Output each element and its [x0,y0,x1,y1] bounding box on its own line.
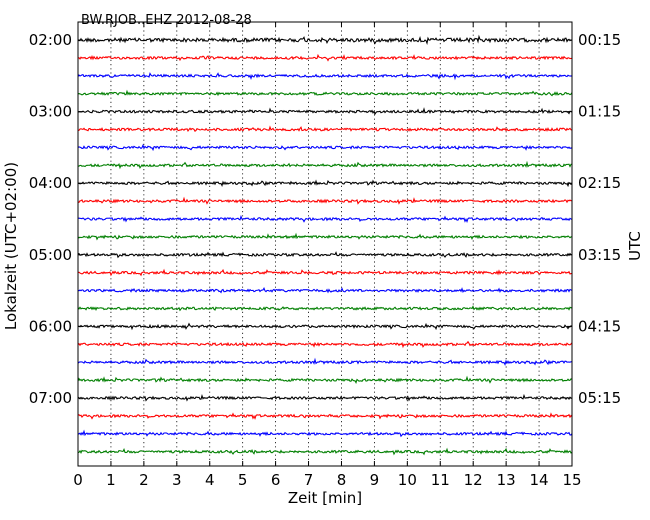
x-tick-label: 11 [431,471,450,489]
seismic-trace [77,412,573,420]
right-tick-label: 00:15 [578,31,621,49]
seismic-trace [77,340,573,349]
x-tick-label: 2 [139,471,149,489]
right-tick-label: 03:15 [578,246,621,264]
seismic-trace [77,196,573,205]
x-tick-label: 14 [530,471,549,489]
right-y-axis: 00:15 01:15 02:15 03:15 04:15 05:15 [567,31,621,407]
seismic-trace [77,251,573,259]
traces [77,34,573,456]
seismic-trace [77,72,573,81]
seismic-trace [77,286,573,294]
left-tick-label: 05:00 [29,246,72,264]
x-axis: 0 1 2 3 4 5 6 7 8 9 10 11 12 13 14 15 [73,22,582,489]
x-tick-label: 9 [370,471,380,489]
seismic-trace [77,107,573,116]
seismic-trace [77,375,573,385]
chart-title: BW.RJOB..EHZ 2012-08-28 [81,13,252,28]
left-tick-label: 06:00 [29,317,72,335]
seismic-trace [77,393,573,402]
left-tick-label: 07:00 [29,389,72,407]
seismic-trace [77,53,573,62]
seismic-trace [77,357,573,367]
x-tick-label: 4 [205,471,215,489]
x-tick-label: 15 [562,471,581,489]
seismic-trace [77,447,573,456]
seismic-trace [77,305,573,312]
vertical-grid [110,22,540,466]
right-tick-label: 01:15 [578,103,621,121]
x-tick-label: 6 [271,471,281,489]
x-tick-label: 3 [172,471,182,489]
x-tick-label: 10 [398,471,417,489]
x-tick-label: 0 [73,471,83,489]
left-y-axis-title: Lokalzeit (UTC+02:00) [2,162,20,330]
x-tick-label: 1 [106,471,116,489]
seismic-trace [77,125,573,133]
x-tick-label: 12 [464,471,483,489]
left-y-axis: 02:00 03:00 04:00 05:00 06:00 07:00 [29,31,83,407]
seismic-trace [77,232,573,241]
seismic-trace [77,179,573,188]
x-axis-title: Zeit [min] [288,489,362,507]
seismic-trace [77,160,573,170]
seismic-trace [77,34,573,45]
left-tick-label: 04:00 [29,174,72,192]
plot-frame [77,21,573,467]
seismic-trace [77,89,573,97]
left-tick-label: 03:00 [29,103,72,121]
x-tick-label: 8 [337,471,347,489]
x-tick-label: 5 [238,471,248,489]
seismic-trace [77,214,573,224]
x-tick-label: 7 [304,471,314,489]
right-tick-label: 04:15 [578,317,621,335]
seismic-trace [77,322,573,331]
right-y-axis-title: UTC [626,231,644,261]
seismic-trace [77,143,573,152]
right-tick-label: 05:15 [578,389,621,407]
seismic-trace [77,268,573,277]
seismic-trace [77,429,573,438]
left-tick-label: 02:00 [29,31,72,49]
right-tick-label: 02:15 [578,174,621,192]
x-tick-label: 13 [497,471,516,489]
